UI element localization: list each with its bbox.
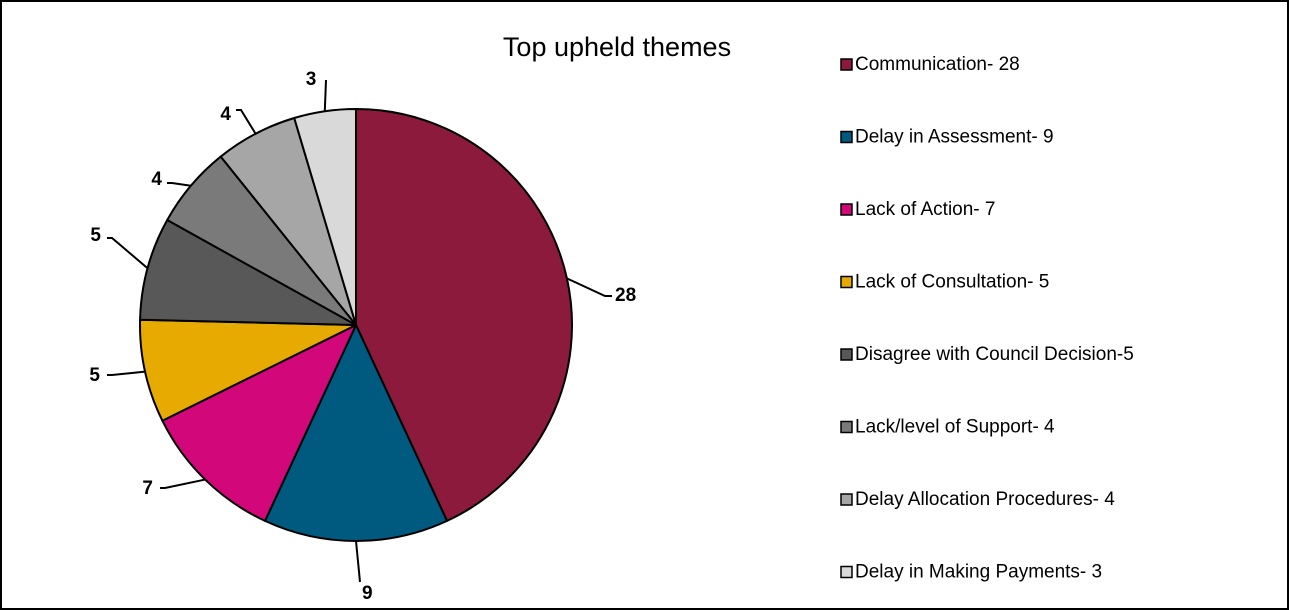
leader-line bbox=[236, 109, 257, 135]
leader-line bbox=[323, 79, 327, 112]
legend-item-lack-of-consultation-5: Lack of Consultation- 5 bbox=[840, 272, 1049, 293]
pie-slice-lack-of-consultation-5 bbox=[139, 318, 357, 422]
data-label: 9 bbox=[362, 583, 373, 604]
legend-label: Lack of Action- 7 bbox=[855, 199, 995, 220]
leader-line bbox=[355, 540, 361, 583]
legend-label: Lack of Consultation- 5 bbox=[855, 272, 1049, 293]
leader-line bbox=[107, 370, 146, 376]
legend-label: Delay in Making Payments- 3 bbox=[855, 562, 1102, 583]
leader-line bbox=[566, 277, 612, 297]
pie-slice-disagree-with-council-decision-5 bbox=[139, 219, 357, 326]
pie-slices bbox=[139, 108, 573, 542]
chart-title: Top upheld themes bbox=[503, 32, 731, 62]
legend-swatch bbox=[840, 493, 853, 506]
data-label: 4 bbox=[151, 169, 162, 190]
legend-item-disagree-with-council-decision-5: Disagree with Council Decision-5 bbox=[840, 344, 1134, 365]
legend-swatch bbox=[840, 275, 853, 289]
data-label: 5 bbox=[89, 365, 100, 386]
leader-line bbox=[167, 182, 192, 187]
data-labels: 28 9 7 5 5 4 4 3 bbox=[89, 69, 636, 604]
legend-item-delay-in-making-payments-3: Delay in Making Payments- 3 bbox=[840, 562, 1102, 583]
pie-slice-delay-in-making-payments-3 bbox=[293, 108, 357, 326]
legend-swatch bbox=[840, 348, 853, 361]
data-label: 5 bbox=[90, 225, 101, 246]
data-label: 3 bbox=[306, 69, 317, 90]
legend-swatch bbox=[840, 420, 853, 434]
legend-item-lack-level-of-support-4: Lack/level of Support- 4 bbox=[840, 417, 1055, 438]
legend-swatch bbox=[840, 203, 853, 216]
legend-item-lack-of-action-7: Lack of Action- 7 bbox=[840, 199, 995, 220]
leader-lines bbox=[107, 79, 612, 583]
leader-line bbox=[107, 237, 149, 270]
legend-item-delay-in-assessment-9: Delay in Assessment- 9 bbox=[840, 127, 1054, 148]
data-label: 28 bbox=[615, 285, 636, 306]
legend-item-communication-28: Communication- 28 bbox=[840, 54, 1020, 75]
legend-swatch bbox=[840, 130, 853, 144]
data-label: 4 bbox=[220, 104, 231, 125]
legend: Communication- 28 Delay in Assessment- 9 L… bbox=[840, 54, 1134, 583]
data-label: 7 bbox=[142, 478, 153, 499]
legend-label: Disagree with Council Decision-5 bbox=[855, 344, 1134, 365]
legend-label: Communication- 28 bbox=[855, 54, 1020, 75]
leader-line bbox=[160, 478, 206, 489]
legend-swatch bbox=[840, 58, 853, 71]
legend-label: Delay in Assessment- 9 bbox=[855, 127, 1054, 148]
legend-label: Delay Allocation Procedures- 4 bbox=[855, 489, 1115, 510]
legend-swatch bbox=[840, 565, 853, 579]
legend-item-delay-allocation-procedures-4: Delay Allocation Procedures- 4 bbox=[840, 489, 1115, 510]
legend-label: Lack/level of Support- 4 bbox=[855, 417, 1055, 438]
